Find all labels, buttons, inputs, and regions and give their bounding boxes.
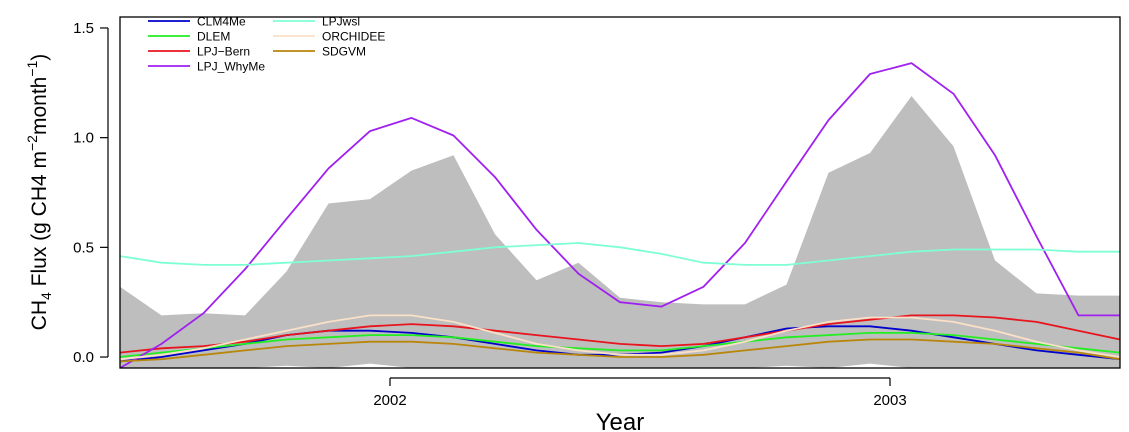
y-title-mid: Flux (g CH4 m <box>28 151 51 292</box>
y-title-sup1: −2 <box>24 135 40 151</box>
series-line-lpj-whyme <box>119 62 1120 369</box>
y-title-mid2: month <box>28 77 51 135</box>
series-layer <box>119 62 1121 369</box>
legend-label-lpj-bern: LPJ−Bern <box>197 45 250 59</box>
x-axis-title: Year <box>596 409 645 432</box>
series-line-lpjwsl <box>119 242 1120 266</box>
axis-layer: 0.0 0.5 1.0 1.5 2002 2003 <box>73 20 907 409</box>
uncertainty-band <box>120 96 1120 368</box>
y-tick-label: 0.5 <box>73 239 94 256</box>
legend-label-clm4me: CLM4Me <box>197 15 246 29</box>
y-tick-label: 0.0 <box>73 349 94 366</box>
x-tick-label: 2003 <box>873 392 906 409</box>
x-tick-label: 2002 <box>373 392 406 409</box>
legend-label-orchidee: ORCHIDEE <box>322 30 385 44</box>
y-axis-title: CH4 Flux (g CH4 m−2month−1) <box>24 54 54 331</box>
y-title-prefix: CH <box>28 300 51 330</box>
series-line-orchidee <box>119 314 1121 361</box>
series-line-lpj-bern <box>119 314 1121 354</box>
series-line-dlem <box>119 331 1121 358</box>
y-title-suffix: ) <box>28 54 51 61</box>
uncertainty-band-layer <box>120 96 1120 368</box>
y-tick-label: 1.5 <box>73 20 94 37</box>
y-title-sup2: −1 <box>24 60 40 76</box>
y-title-sub: 4 <box>38 292 54 300</box>
legend-label-dlem: DLEM <box>197 30 230 44</box>
series-line-sdgvm <box>119 338 1121 363</box>
legend-label-lpjwsl: LPJwsl <box>322 15 360 29</box>
legend-label-lpj-whyme: LPJ_WhyMe <box>197 60 265 74</box>
plot-frame <box>119 16 1121 369</box>
legend-label-sdgvm: SDGVM <box>322 45 366 59</box>
y-tick-label: 1.0 <box>73 130 94 147</box>
